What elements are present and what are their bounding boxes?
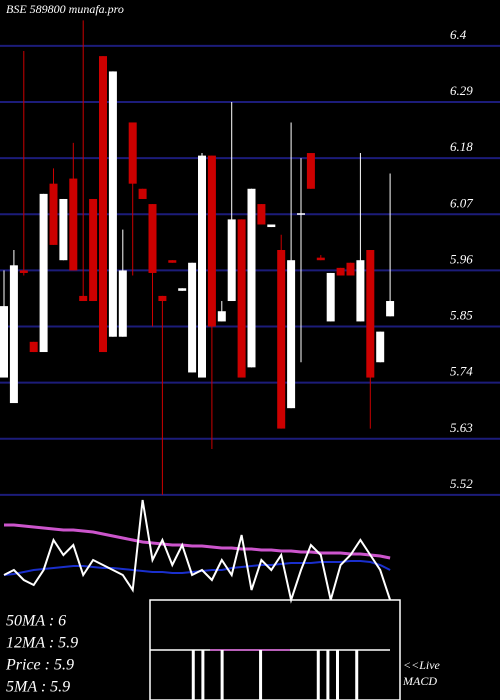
- candle-body: [227, 219, 236, 302]
- candle-body: [356, 260, 365, 322]
- y-tick-label: 6.18: [450, 139, 473, 154]
- ma-label: 50MA : 6: [6, 613, 66, 630]
- candle-body: [336, 267, 345, 276]
- macd-bar: [191, 650, 195, 700]
- candle-body: [346, 262, 355, 276]
- candle-body: [29, 341, 38, 353]
- macd-bar: [259, 650, 263, 700]
- y-tick-label: 5.63: [450, 420, 473, 435]
- y-tick-label: 5.96: [450, 251, 473, 266]
- candle-body: [158, 295, 167, 302]
- candle-body: [188, 262, 197, 373]
- candle-body: [118, 270, 127, 337]
- candle-body: [138, 188, 147, 199]
- indicator-line: [3, 499, 392, 604]
- macd-label: MACD: [402, 674, 437, 688]
- y-tick-label: 6.4: [450, 27, 467, 42]
- macd-label: <<Live: [403, 658, 441, 672]
- candle-body: [297, 213, 305, 215]
- candle-body: [198, 155, 206, 378]
- candle-body: [386, 301, 395, 317]
- candle-body: [79, 295, 88, 302]
- indicator-line: [4, 523, 391, 560]
- candle-body: [59, 198, 68, 261]
- candle-body: [0, 306, 8, 378]
- candle-body: [306, 153, 315, 189]
- candle-body: [326, 272, 335, 322]
- candle-body: [99, 56, 107, 353]
- candle-body: [217, 311, 226, 322]
- macd-bar: [220, 650, 224, 700]
- y-tick-label: 5.74: [450, 364, 473, 379]
- macd-bar: [201, 650, 205, 700]
- candle-body: [69, 178, 78, 271]
- macd-bar: [326, 650, 330, 700]
- candle-body: [376, 331, 385, 363]
- y-tick-label: 6.29: [450, 83, 473, 98]
- candle-body: [39, 193, 48, 353]
- candle-body: [267, 224, 276, 228]
- candle-body: [9, 265, 18, 404]
- chart-title: BSE 589800 munafa.pro: [6, 2, 124, 16]
- candle-body: [49, 183, 58, 245]
- ma-label: 12MA : 5.9: [6, 635, 78, 652]
- y-tick-label: 6.07: [450, 195, 473, 210]
- candle-body: [178, 288, 187, 291]
- macd-bar: [316, 650, 320, 700]
- macd-bar: [336, 650, 339, 700]
- candle-body: [19, 270, 28, 273]
- candle-body: [366, 250, 375, 378]
- ma-label: Price : 5.9: [5, 657, 74, 674]
- candle-body: [89, 198, 98, 302]
- candle-body: [148, 204, 157, 273]
- y-tick-label: 5.52: [450, 476, 473, 491]
- candle-body: [257, 204, 266, 225]
- macd-bar: [355, 650, 359, 700]
- candle-body: [277, 250, 286, 429]
- candle-body: [237, 219, 246, 378]
- candle-body: [108, 71, 117, 337]
- candle-body: [247, 188, 256, 368]
- ma-label: 5MA : 5.9: [6, 679, 70, 696]
- candle-body: [207, 155, 216, 327]
- candle-body: [287, 260, 296, 409]
- candle-body: [316, 257, 325, 261]
- candle-body: [168, 260, 177, 263]
- candle-body: [128, 122, 137, 184]
- y-tick-label: 5.85: [450, 308, 473, 323]
